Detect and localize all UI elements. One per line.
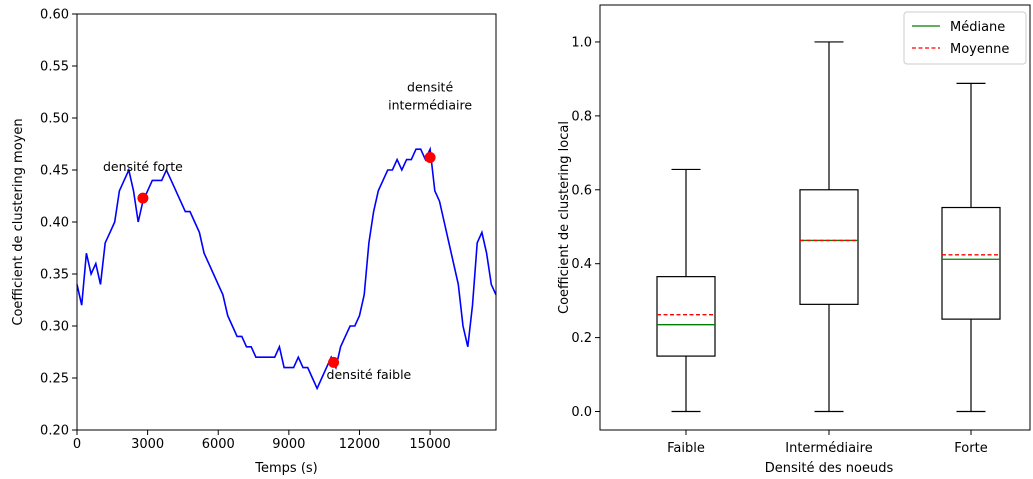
y-tick-label: 0.0 (571, 405, 592, 420)
x-tick-label: Forte (954, 441, 987, 456)
box-faible (656, 168, 716, 413)
box-iqr (656, 276, 716, 357)
marker-point-0 (137, 192, 149, 204)
x-tick-label: 12000 (339, 437, 380, 452)
y-tick-label: 0.30 (40, 320, 69, 335)
x-tick-label: 15000 (409, 437, 450, 452)
y-tick-label: 0.6 (571, 183, 592, 198)
legend-box (903, 11, 1027, 65)
clustering-line (76, 146, 497, 391)
annotation-2: densité intermédiaire (388, 80, 472, 113)
x-tick-label: 6000 (202, 437, 235, 452)
annotation-0: densité forte (103, 159, 183, 174)
marker-point-1 (328, 356, 340, 368)
x-tick-label: 9000 (272, 437, 305, 452)
x-tick-label: 3000 (131, 437, 164, 452)
x-tick-label: Intermédiaire (785, 441, 872, 456)
y-tick-label: 0.55 (40, 60, 69, 75)
legend-label-1: Moyenne (950, 42, 1009, 57)
annotation-1: densité faible (327, 367, 412, 382)
box-forte (941, 82, 1001, 413)
x-tick-label: 0 (73, 437, 81, 452)
marker-point-2 (424, 152, 436, 164)
box-chart-xlabel: Densité des noeuds (765, 461, 894, 476)
x-tick-label: Faible (667, 441, 705, 456)
box-chart-ylabel: Coefficient de clustering local (557, 121, 572, 314)
y-tick-label: 0.20 (40, 424, 69, 439)
y-tick-label: 0.45 (40, 164, 69, 179)
box-chart: Faible Intermédiaire Forte 0.0 0.2 0.4 0.6 0.8… (557, 4, 1031, 476)
y-tick-label: 0.8 (571, 109, 592, 124)
y-tick-label: 0.2 (571, 331, 592, 346)
y-tick-label: 0.25 (40, 372, 69, 387)
y-tick-label: 1.0 (571, 35, 592, 50)
y-tick-label: 0.35 (40, 268, 69, 283)
line-chart: 0 3000 6000 9000 12000 15000 0.20 0.25 0.30 0.35… (11, 8, 497, 476)
line-chart-xlabel: Temps (s) (254, 461, 317, 476)
y-tick-label: 0.4 (571, 257, 592, 272)
y-tick-label: 0.60 (40, 8, 69, 23)
legend: Médiane Moyenne (903, 11, 1027, 65)
legend-label-0: Médiane (950, 20, 1005, 35)
box-chart-frame (599, 4, 1031, 431)
box-iqr (941, 206, 1001, 320)
box-intermédiaire (799, 41, 859, 413)
box-iqr (799, 189, 859, 305)
line-chart-ylabel: Coefficient de clustering moyen (11, 118, 26, 325)
y-tick-label: 0.40 (40, 216, 69, 231)
y-tick-label: 0.50 (40, 112, 69, 127)
